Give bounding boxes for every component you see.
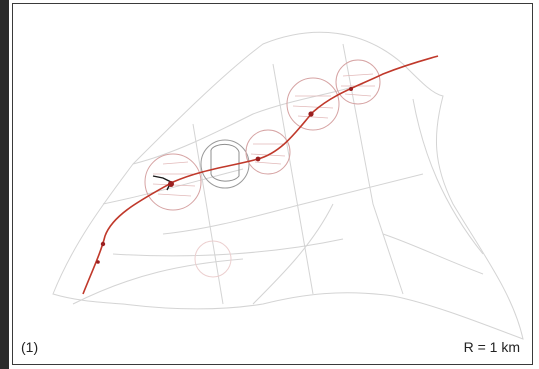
station-6 xyxy=(96,260,100,264)
cluster-3 xyxy=(245,129,291,175)
station-2 xyxy=(168,181,174,187)
scale-label: R = 1 km xyxy=(463,339,520,355)
cluster-6 xyxy=(194,240,232,278)
panel-label: (1) xyxy=(21,339,39,355)
stations xyxy=(96,87,353,264)
station-5 xyxy=(349,87,353,91)
road-network xyxy=(52,31,524,340)
cluster-2-ring-road xyxy=(210,144,240,182)
transit-route xyxy=(82,55,439,295)
cluster-1 xyxy=(144,153,202,211)
station-3 xyxy=(255,156,261,162)
station-4 xyxy=(308,111,314,117)
station-1 xyxy=(100,241,106,247)
cluster-5 xyxy=(335,59,381,105)
city-outline xyxy=(52,31,524,340)
station-clusters xyxy=(144,59,381,278)
cluster-4 xyxy=(286,77,340,131)
figure-frame: (1) R = 1 km xyxy=(12,3,533,365)
city-map xyxy=(52,31,524,340)
left-edge-strip xyxy=(0,0,9,369)
